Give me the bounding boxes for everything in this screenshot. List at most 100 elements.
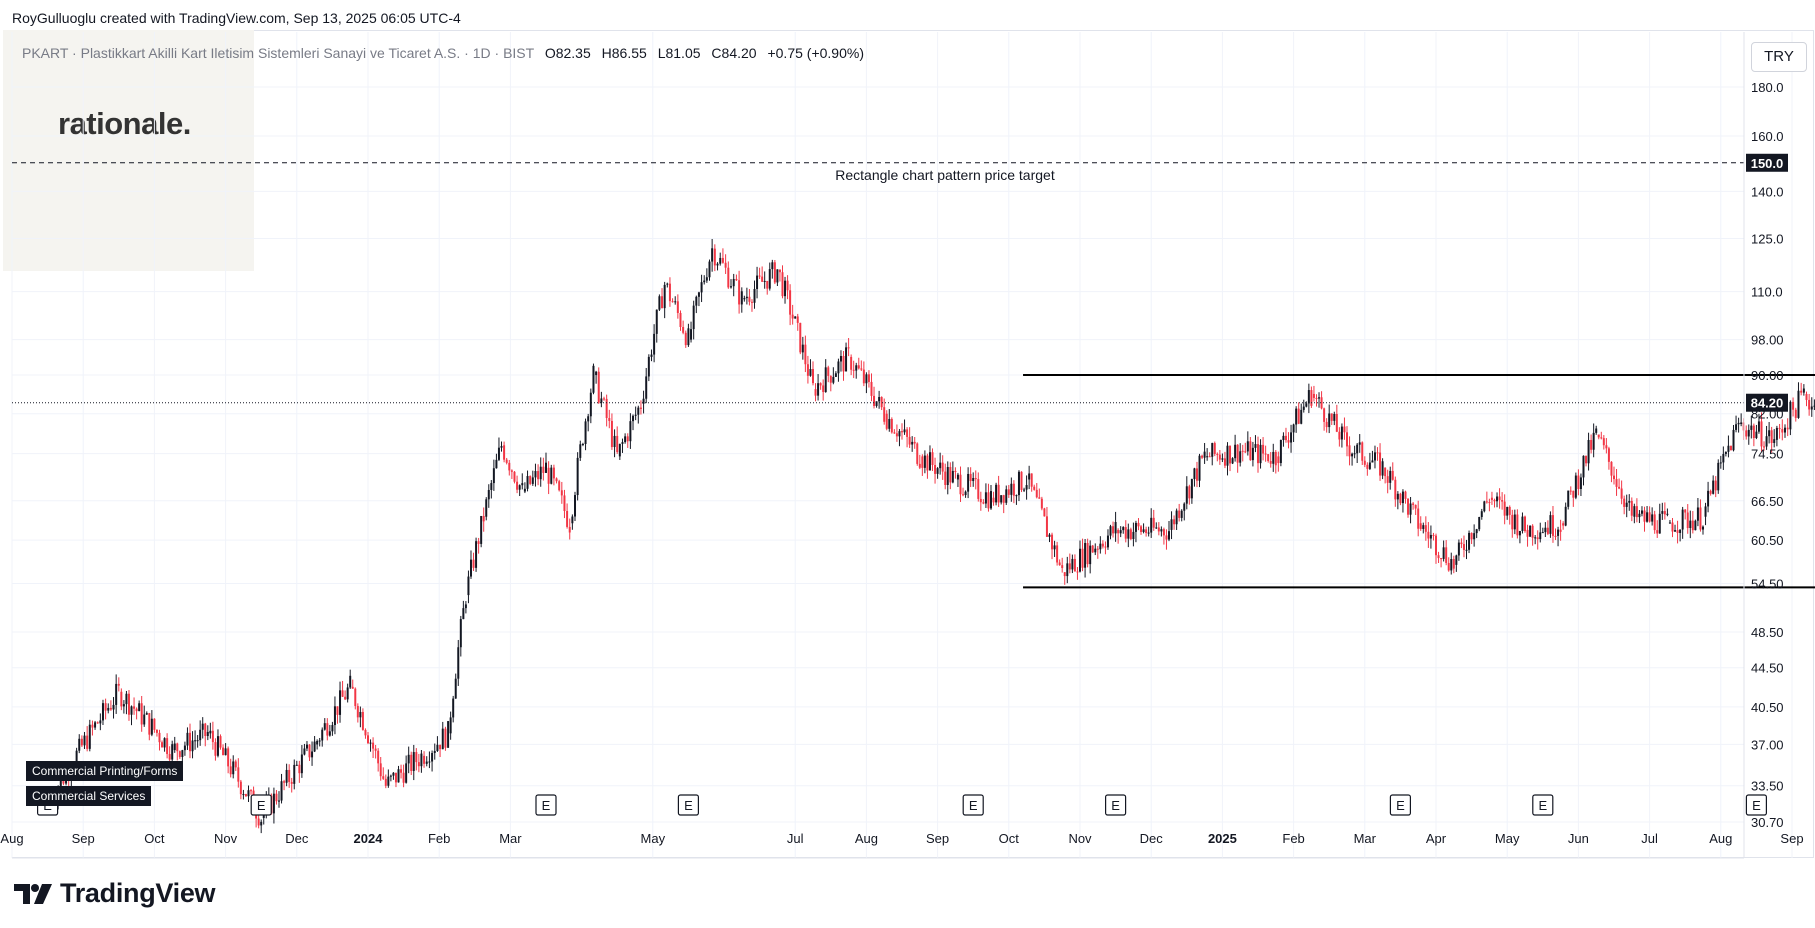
candle-body xyxy=(1325,421,1328,428)
candle-body xyxy=(716,263,719,266)
attribution-text: RoyGulluoglu created with TradingView.co… xyxy=(12,10,461,26)
candle-body xyxy=(632,415,635,422)
candle-body xyxy=(1755,431,1758,438)
axis-layer: 30.70 33.50 37.00 40.50 44.50 48.50 54.50 60.50… xyxy=(0,32,1804,859)
candle-body xyxy=(224,748,227,756)
down-candle xyxy=(104,698,107,720)
down-candle xyxy=(773,260,776,285)
down-candle xyxy=(1391,462,1394,481)
up-candle xyxy=(1160,526,1163,537)
up-candle xyxy=(1478,516,1481,532)
down-candle xyxy=(1623,495,1626,515)
candle-body xyxy=(857,365,860,369)
candle-body xyxy=(311,751,314,758)
candle-body xyxy=(485,499,488,517)
candle-body xyxy=(1122,527,1125,531)
down-candle xyxy=(1058,559,1061,566)
down-candle xyxy=(417,753,420,773)
down-candle xyxy=(1792,397,1795,417)
up-candle xyxy=(1455,554,1458,572)
candle-body xyxy=(441,728,444,750)
candle-body xyxy=(452,698,455,718)
candle-body xyxy=(1180,510,1183,518)
candle-body xyxy=(1338,431,1341,440)
x-tick-label: Jul xyxy=(787,831,804,846)
tradingview-logo[interactable]: TradingView xyxy=(14,878,216,909)
up-candle xyxy=(469,550,472,579)
down-candle xyxy=(1346,426,1348,457)
candle-body xyxy=(1035,489,1038,498)
candle-body xyxy=(1792,401,1795,410)
up-candle xyxy=(1506,506,1509,520)
up-candle xyxy=(705,268,708,283)
up-candle xyxy=(1638,510,1641,524)
up-candle xyxy=(745,287,748,305)
candle-body xyxy=(692,305,695,330)
candle-body xyxy=(480,515,483,544)
candle-body xyxy=(94,722,97,728)
candle-body xyxy=(1005,489,1008,503)
up-candle xyxy=(1300,403,1303,425)
candle-body xyxy=(497,447,500,460)
down-candle xyxy=(926,453,929,479)
down-candle xyxy=(1794,407,1797,422)
candle-body xyxy=(1630,500,1633,516)
down-candle xyxy=(372,737,375,759)
down-candle xyxy=(1386,469,1389,494)
down-candle xyxy=(1605,438,1608,454)
up-candle xyxy=(464,601,467,614)
candle-body xyxy=(1318,397,1321,399)
down-candle xyxy=(1249,437,1252,461)
candle-body xyxy=(982,502,985,504)
down-candle xyxy=(979,491,982,511)
sector-tag-services[interactable]: Commercial Services xyxy=(26,786,152,806)
candle-body xyxy=(1752,425,1755,438)
down-candle xyxy=(234,759,237,771)
candle-body xyxy=(369,742,372,744)
change-value: +0.75 (+0.90%) xyxy=(767,45,864,61)
down-candle xyxy=(1684,509,1687,520)
down-candle xyxy=(908,427,911,448)
up-candle xyxy=(1053,540,1056,557)
candle-body xyxy=(201,723,204,730)
down-candle xyxy=(1262,437,1265,461)
candle-body xyxy=(597,371,600,403)
candle-body xyxy=(687,328,690,346)
candle-body xyxy=(420,753,423,767)
up-candle xyxy=(756,266,759,299)
up-candle xyxy=(1704,502,1707,526)
currency-button[interactable]: TRY xyxy=(1751,42,1807,72)
up-candle xyxy=(1318,392,1321,408)
up-candle xyxy=(278,791,280,808)
up-candle xyxy=(865,372,868,394)
candle-body xyxy=(1373,452,1376,461)
candle-body xyxy=(809,369,812,376)
up-candle xyxy=(809,359,812,377)
up-candle xyxy=(730,279,733,289)
candle-body xyxy=(410,754,413,771)
candle-body xyxy=(1073,558,1076,572)
candle-body xyxy=(1768,430,1771,437)
up-candle xyxy=(1094,543,1097,556)
candle-body xyxy=(972,478,975,482)
up-candle xyxy=(1272,443,1275,472)
candle-body xyxy=(275,793,278,802)
y-tick-label: 33.50 xyxy=(1751,779,1784,794)
candle-body xyxy=(288,769,291,782)
down-candle xyxy=(1269,452,1272,468)
down-candle xyxy=(239,779,242,800)
up-candle xyxy=(834,371,837,377)
candle-body xyxy=(1353,453,1356,455)
up-candle xyxy=(163,737,166,752)
down-candle xyxy=(992,491,995,506)
up-candle xyxy=(1071,554,1074,574)
candle-body xyxy=(1757,421,1760,432)
candle-body xyxy=(778,269,781,273)
down-candle xyxy=(135,707,138,720)
candle-body xyxy=(423,755,426,764)
candle-body xyxy=(753,288,756,303)
candle-body xyxy=(668,283,671,302)
candle-body xyxy=(1501,500,1504,502)
sector-tag-printing[interactable]: Commercial Printing/Forms xyxy=(26,761,184,781)
